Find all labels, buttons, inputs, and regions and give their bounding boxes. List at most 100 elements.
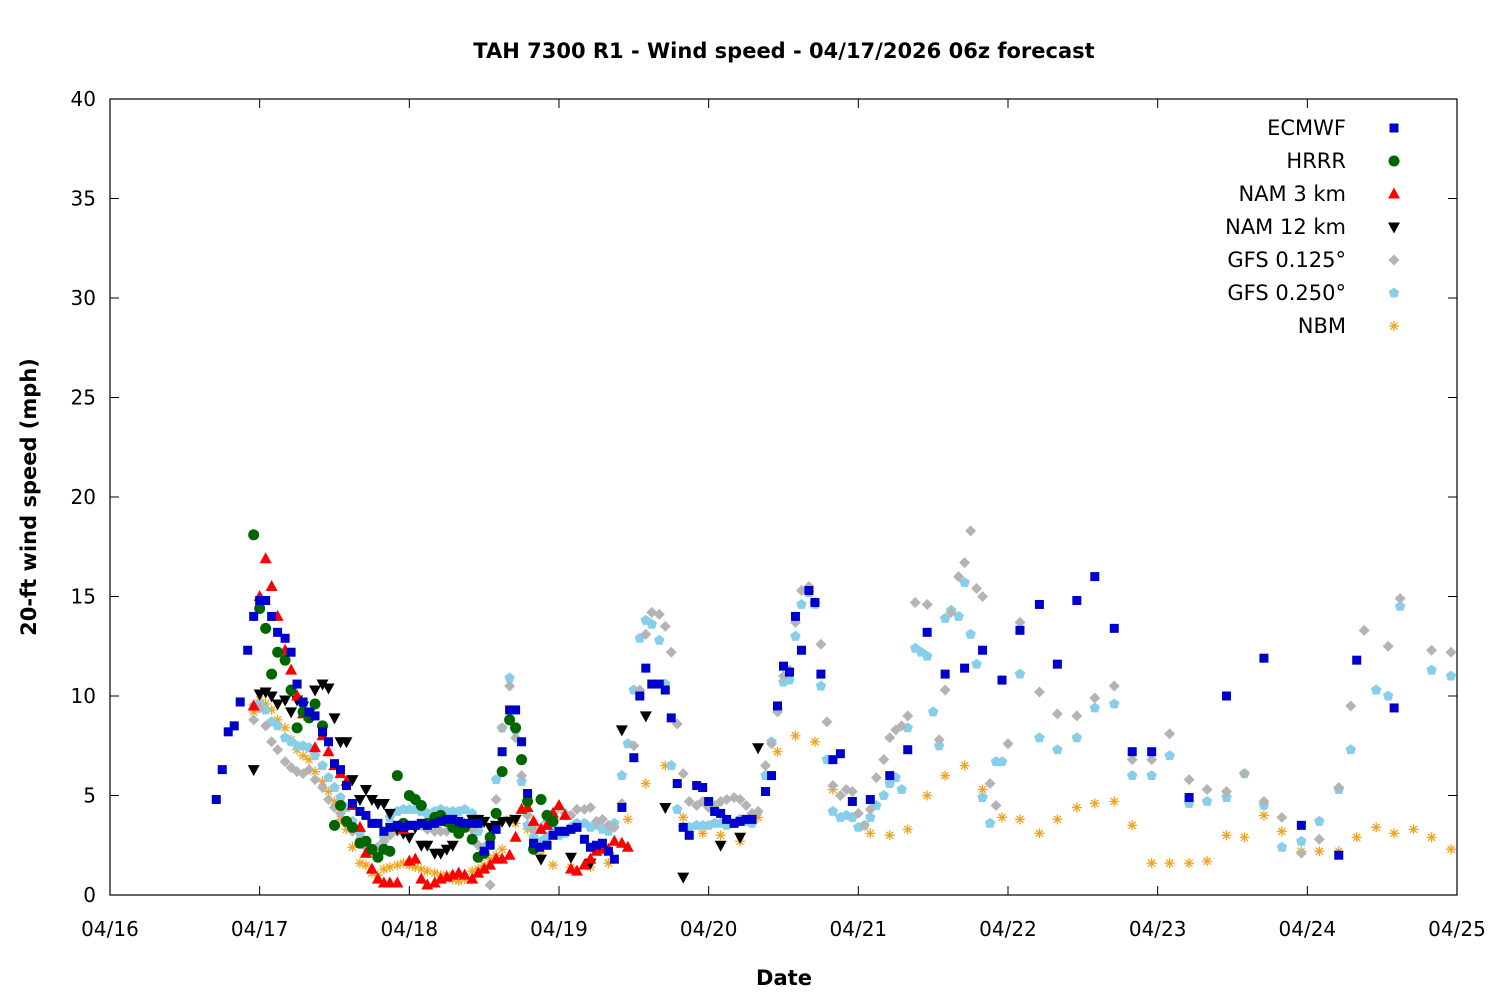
data-point: [504, 680, 516, 692]
data-point: [436, 816, 446, 826]
data-point: [965, 628, 976, 639]
data-point: [1394, 600, 1406, 611]
data-point: [1239, 832, 1250, 843]
data-point: [309, 698, 321, 710]
series-gfs-0-125-: [248, 525, 1457, 891]
data-point: [639, 711, 652, 723]
data-point: [1126, 754, 1138, 766]
data-point: [335, 765, 345, 775]
data-point: [896, 784, 907, 794]
data-point: [1089, 702, 1101, 713]
data-point: [291, 722, 303, 734]
data-point: [571, 803, 583, 815]
data-point: [878, 790, 890, 800]
data-point: [346, 821, 358, 833]
data-point: [491, 824, 501, 834]
data-point: [902, 824, 913, 835]
data-point: [996, 756, 1008, 767]
data-point: [328, 713, 341, 725]
data-point: [360, 860, 371, 871]
data-point: [939, 684, 951, 696]
data-point: [835, 749, 845, 759]
y-tick-label: 5: [83, 784, 96, 808]
data-point: [560, 826, 570, 836]
data-point: [566, 824, 576, 834]
data-point: [677, 872, 690, 884]
data-point: [522, 795, 534, 807]
data-point: [373, 818, 383, 828]
data-point: [666, 713, 676, 723]
data-point: [747, 814, 757, 824]
data-point: [790, 611, 800, 621]
data-point: [496, 766, 508, 778]
data-point: [846, 786, 858, 798]
data-point: [884, 830, 895, 841]
data-point: [903, 745, 913, 755]
data-point: [422, 820, 432, 830]
x-tick-label: 04/17: [231, 917, 289, 941]
data-point: [378, 835, 390, 847]
data-point: [847, 796, 857, 806]
data-point: [821, 716, 833, 728]
legend-marker: [1388, 254, 1400, 266]
legend-label: HRRR: [1286, 149, 1346, 173]
data-point: [460, 818, 470, 828]
data-point: [466, 872, 479, 884]
data-point: [710, 806, 720, 816]
data-point: [1071, 732, 1083, 743]
data-point: [309, 774, 321, 786]
legend-label: NAM 12 km: [1225, 215, 1346, 239]
data-point: [484, 879, 496, 891]
data-point: [940, 669, 950, 679]
data-point: [535, 854, 548, 866]
data-point: [298, 697, 308, 707]
data-point: [1108, 680, 1120, 692]
data-point: [579, 834, 589, 844]
data-point: [279, 756, 291, 768]
data-point: [678, 822, 688, 832]
data-point: [790, 630, 801, 641]
data-point: [249, 611, 259, 621]
data-point: [317, 782, 329, 794]
data-point: [1394, 592, 1406, 604]
data-point: [266, 736, 278, 748]
data-point: [660, 685, 670, 695]
data-point: [977, 591, 989, 602]
data-point: [298, 750, 309, 761]
data-point: [1109, 698, 1120, 709]
data-point: [335, 791, 346, 802]
data-point: [684, 830, 694, 840]
data-point: [1072, 595, 1082, 605]
data-point: [367, 818, 377, 828]
data-point: [384, 862, 395, 873]
data-point: [865, 828, 876, 839]
data-point: [692, 781, 702, 791]
data-point: [428, 876, 441, 888]
data-point: [959, 760, 970, 771]
data-point: [1052, 744, 1063, 755]
data-point: [1090, 572, 1100, 582]
y-tick-label: 25: [71, 386, 96, 410]
data-point: [309, 750, 321, 761]
data-point: [442, 814, 452, 824]
data-point: [865, 794, 875, 804]
data-point: [761, 787, 771, 797]
legend-marker: [1388, 155, 1400, 167]
data-point: [505, 705, 515, 715]
data-point: [885, 771, 895, 781]
y-axis-label: 20-ft wind speed (mph): [17, 358, 41, 636]
data-point: [547, 815, 559, 827]
data-point: [735, 816, 745, 826]
data-point: [286, 647, 296, 657]
data-point: [971, 583, 983, 595]
data-point: [510, 722, 522, 734]
data-point: [564, 852, 577, 864]
data-point: [714, 840, 727, 852]
data-point: [722, 814, 732, 824]
data-point: [271, 699, 284, 711]
y-tick-label: 30: [71, 286, 96, 310]
data-point: [479, 846, 489, 856]
data-point: [254, 702, 266, 714]
data-point: [608, 821, 620, 833]
data-point: [554, 826, 564, 836]
